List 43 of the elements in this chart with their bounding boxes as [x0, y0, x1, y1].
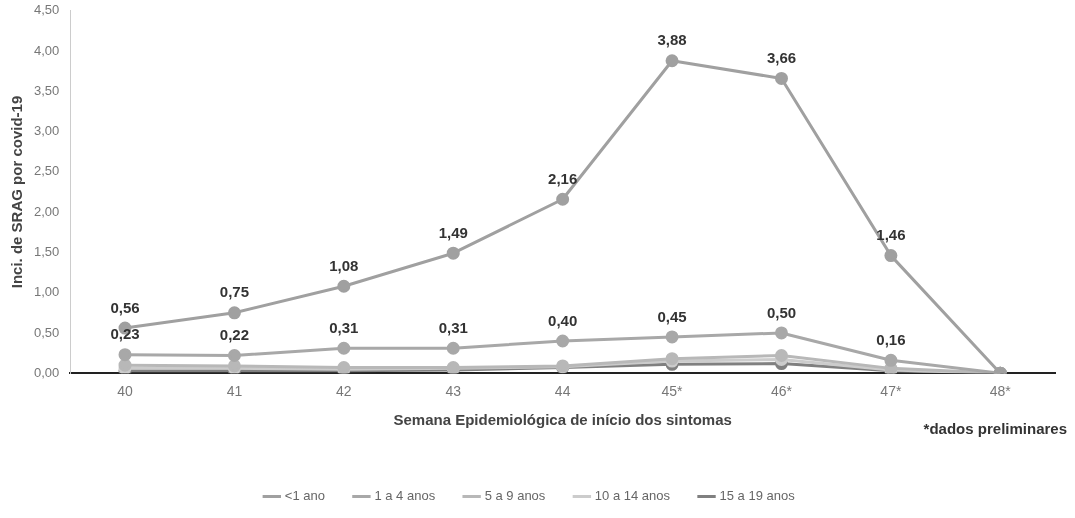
- legend-label: 5 a 9 anos: [484, 488, 546, 504]
- x-tick-label: 40: [117, 383, 133, 400]
- data-label: 2,16: [548, 169, 578, 187]
- x-axis-title: Semana Epidemiológica de início dos sintomas: [393, 411, 732, 429]
- y-tick-label: 0,50: [33, 324, 60, 340]
- x-tick-label: 46*: [770, 383, 793, 400]
- y-tick-label: 1,00: [33, 284, 60, 300]
- y-tick-label: 4,50: [33, 2, 60, 18]
- y-tick-label: 3,00: [33, 123, 60, 139]
- data-label: 0,40: [548, 311, 578, 329]
- legend-label: 15 a 19 anos: [719, 488, 796, 504]
- x-tick-label: 43: [445, 383, 462, 400]
- data-label: 1,08: [329, 256, 359, 274]
- x-tick-label: 44: [554, 383, 571, 400]
- text: *dados preliminares: [923, 420, 1067, 438]
- data-label: 3,66: [766, 49, 797, 67]
- data-label: 0,31: [329, 318, 359, 336]
- x-tick-label: 45*: [661, 383, 684, 400]
- data-label: 0,75: [219, 283, 250, 301]
- x-tick-label: 48*: [989, 383, 1012, 400]
- y-tick-label: 2,00: [33, 203, 60, 219]
- data-label: 1,46: [876, 226, 906, 244]
- y-axis-title: Inci. de SRAG por covid-19: [8, 95, 26, 289]
- data-label: 0,50: [766, 303, 797, 321]
- y-tick-label: 2,50: [33, 163, 60, 179]
- data-label: 0,22: [219, 326, 250, 344]
- data-label: 0,45: [657, 307, 687, 325]
- data-label: 1,49: [438, 223, 468, 241]
- y-tick-label: 1,50: [33, 243, 60, 259]
- y-tick-label: 0,00: [33, 364, 60, 380]
- data-label: 0,56: [110, 298, 140, 316]
- data-label: 0,31: [438, 318, 468, 336]
- x-tick-label: 41: [226, 383, 243, 400]
- legend-label: <1 ano: [284, 488, 325, 504]
- legend-label: 10 a 14 anos: [594, 488, 671, 504]
- data-label: 0,23: [110, 325, 140, 343]
- data-label: 3,88: [657, 31, 687, 49]
- data-label: 0,16: [876, 330, 906, 348]
- x-tick-label: 47*: [880, 383, 902, 400]
- y-tick-label: 3,50: [33, 82, 60, 98]
- legend-label: 1 a 4 anos: [374, 488, 436, 504]
- y-tick-label: 4,00: [33, 42, 60, 58]
- x-tick-label: 42: [336, 383, 352, 400]
